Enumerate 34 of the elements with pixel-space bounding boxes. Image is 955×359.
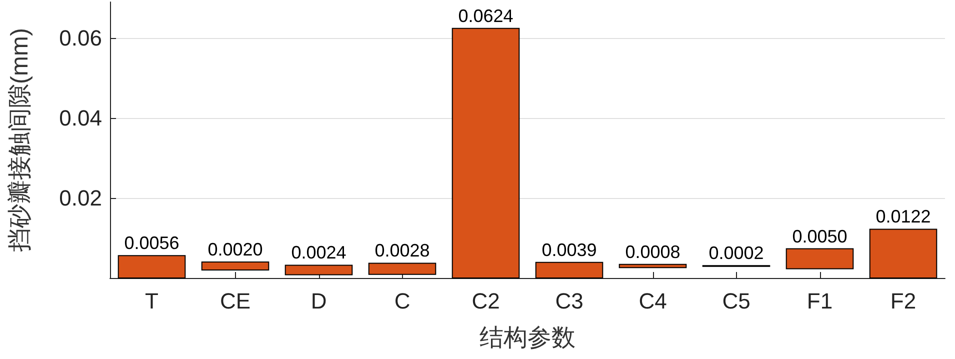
bar: [618, 264, 687, 268]
bar: [869, 228, 938, 278]
x-tick-label: CE: [220, 288, 251, 314]
y-tick-label: 0.04: [59, 106, 102, 130]
x-axis-title: 结构参数: [480, 324, 576, 352]
data-label: 0.0008: [625, 242, 680, 262]
data-label: 0.0122: [876, 206, 931, 227]
bar: [368, 262, 436, 275]
bar: [786, 248, 854, 270]
bar: [201, 262, 270, 270]
y-tick-label: 0.06: [59, 26, 102, 50]
x-tick-label: C2: [472, 288, 500, 314]
x-tick-label: C3: [555, 288, 584, 314]
x-tick-label: F2: [890, 288, 916, 314]
data-label: 0.0056: [124, 233, 180, 254]
x-tick-label: C4: [638, 288, 667, 314]
bar: [452, 28, 520, 278]
data-label: 0.0002: [708, 243, 764, 264]
y-tick-label: 0.02: [59, 186, 102, 210]
bar: [284, 264, 353, 276]
x-tick-label: T: [145, 288, 158, 314]
data-label: 0.0624: [458, 6, 514, 26]
x-tick-label: C5: [722, 288, 750, 314]
x-tick-label: D: [310, 288, 327, 314]
y-axis-title: 挡砂瓣接触间隙(mm): [6, 28, 34, 252]
data-label: 0.0039: [542, 240, 597, 260]
data-label: 0.0024: [291, 242, 346, 263]
bar: [535, 262, 604, 278]
x-tick-label: F1: [806, 288, 833, 314]
data-label: 0.0028: [374, 240, 430, 261]
data-label: 0.0020: [208, 240, 263, 260]
x-tick-label: C: [394, 288, 410, 314]
data-label: 0.0050: [792, 226, 848, 246]
bar: [118, 255, 186, 278]
